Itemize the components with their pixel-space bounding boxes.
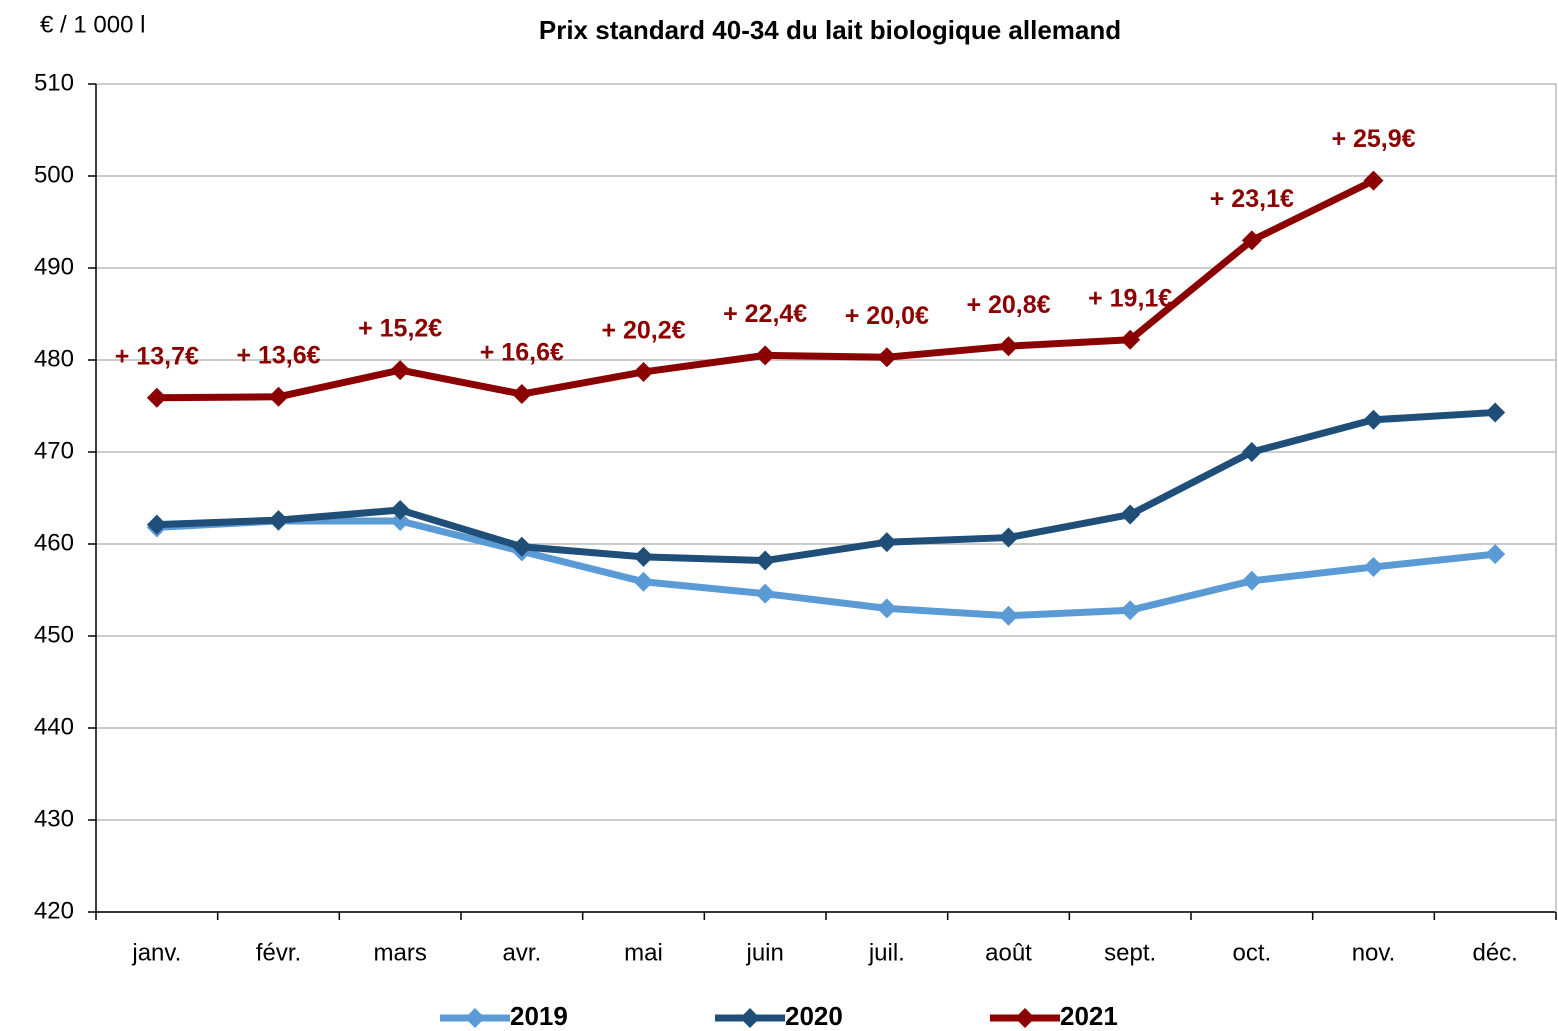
annotation: + 23,1€ (1210, 185, 1294, 213)
marker (1241, 442, 1262, 462)
annotation: + 13,6€ (236, 341, 320, 369)
x-tick-label: janv. (131, 939, 181, 966)
legend-marker (465, 1008, 485, 1028)
y-tick-label: 430 (34, 805, 74, 832)
legend-marker (1015, 1008, 1035, 1028)
marker (1485, 402, 1506, 423)
marker (146, 387, 167, 408)
x-tick-label: oct. (1232, 939, 1271, 966)
x-tick-label: juin (745, 939, 783, 966)
marker (1241, 230, 1262, 251)
annotation: + 15,2€ (358, 315, 442, 343)
x-tick-label: avr. (502, 939, 541, 966)
chart-title: Prix standard 40-34 du lait biologique a… (539, 15, 1121, 45)
x-tick-label: févr. (256, 939, 301, 966)
marker (876, 532, 897, 553)
marker (268, 386, 289, 407)
x-tick-label: mars (373, 939, 426, 966)
marker (1363, 557, 1384, 577)
marker (633, 546, 654, 567)
marker (755, 583, 776, 604)
legend-marker (740, 1008, 760, 1028)
y-tick-label: 510 (34, 69, 74, 96)
marker (876, 598, 897, 619)
marker (1485, 544, 1506, 565)
x-tick-label: août (985, 939, 1032, 966)
marker (998, 527, 1019, 548)
marker (1241, 570, 1262, 591)
x-tick-label: déc. (1472, 939, 1517, 966)
annotation: + 22,4€ (723, 300, 807, 328)
annotation: + 16,6€ (480, 339, 564, 367)
annotation: + 13,7€ (115, 342, 199, 370)
y-axis-label: € / 1 000 l (40, 11, 145, 38)
x-tick-label: sept. (1104, 939, 1156, 966)
legend-label: 2019 (510, 1001, 568, 1031)
marker (755, 345, 776, 366)
annotation: + 20,0€ (845, 302, 929, 330)
marker (633, 571, 654, 592)
marker (1120, 504, 1141, 525)
y-tick-label: 480 (34, 345, 74, 372)
y-tick-label: 490 (34, 253, 74, 280)
annotation: + 19,1€ (1088, 284, 1172, 312)
marker (268, 510, 289, 531)
marker (876, 347, 897, 368)
marker (511, 536, 532, 557)
marker (1363, 409, 1384, 430)
x-tick-label: mai (624, 939, 663, 966)
legend-label: 2020 (785, 1001, 843, 1031)
y-tick-label: 500 (34, 161, 74, 188)
y-tick-label: 420 (34, 897, 74, 924)
marker (146, 514, 167, 535)
y-tick-label: 470 (34, 437, 74, 464)
y-tick-label: 460 (34, 529, 74, 556)
marker (633, 361, 654, 382)
marker (1363, 170, 1384, 191)
y-tick-label: 450 (34, 621, 74, 648)
annotation: + 25,9€ (1331, 125, 1415, 153)
series-line (156, 408, 1496, 565)
annotation: + 20,8€ (966, 291, 1050, 319)
marker (998, 336, 1019, 357)
marker (755, 550, 776, 571)
marker (390, 511, 411, 531)
x-tick-label: juil. (868, 939, 905, 966)
marker (1120, 329, 1141, 350)
series-line (156, 517, 1496, 620)
marker (390, 360, 411, 381)
marker (511, 384, 532, 405)
marker (1120, 600, 1141, 621)
x-tick-label: nov. (1352, 939, 1396, 966)
y-tick-label: 440 (34, 713, 74, 740)
legend-label: 2021 (1060, 1001, 1118, 1031)
marker (390, 499, 411, 520)
annotation: + 20,2€ (601, 317, 685, 345)
marker (998, 605, 1019, 626)
